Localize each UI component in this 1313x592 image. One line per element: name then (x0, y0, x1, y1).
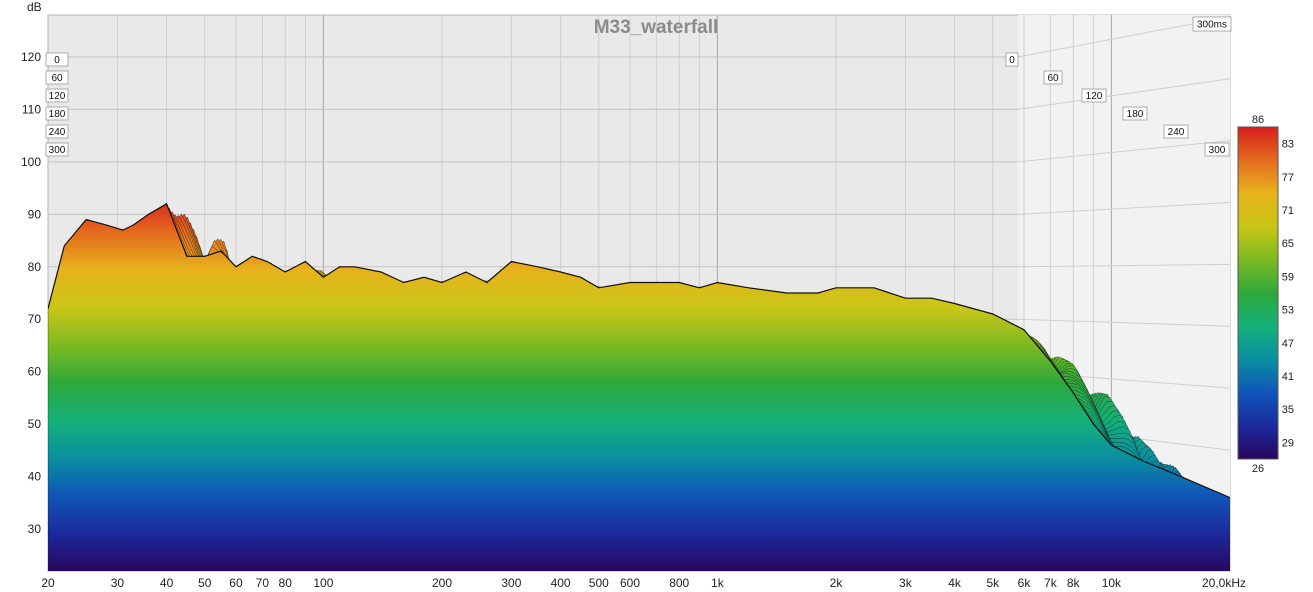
x-tick-label: 1k (711, 576, 725, 590)
y-tick-label: 80 (28, 260, 42, 274)
x-tick-label: 8k (1067, 576, 1081, 590)
colorbar-tick-label: 71 (1282, 205, 1294, 217)
time-tick-left: 0 (45, 52, 69, 67)
y-gridline-perspective (1017, 140, 1230, 163)
time-tick-right: 240 (1163, 124, 1189, 139)
y-tick-label: 90 (28, 207, 42, 221)
x-tick-label: 500 (589, 576, 609, 590)
colorbar-tick-label: 83 (1282, 139, 1294, 151)
time-tick-right: 300 (1204, 142, 1230, 157)
svg-text:60: 60 (51, 73, 63, 84)
svg-text:120: 120 (49, 91, 66, 102)
colorbar-tick-label: 65 (1282, 238, 1294, 250)
x-tick-label: 800 (669, 576, 689, 590)
x-tick-label: 30 (111, 576, 125, 590)
svg-text:240: 240 (49, 127, 66, 138)
x-tick-label: 20,0kHz (1202, 576, 1246, 590)
x-tick-label: 3k (899, 576, 913, 590)
time-tick-right: 180 (1122, 106, 1148, 121)
y-axis-label: dB (27, 0, 42, 14)
y-gridline-perspective (1017, 318, 1230, 327)
time-tick-left: 300 (45, 142, 69, 157)
colorbar-min-label: 26 (1252, 463, 1264, 475)
colorbar-tick-label: 77 (1282, 172, 1294, 184)
y-tick-label: 30 (28, 522, 42, 536)
y-tick-label: 110 (22, 102, 41, 116)
x-tick-label: 300 (501, 576, 521, 590)
colorbar-max-label: 86 (1252, 114, 1264, 126)
time-tick-left: 120 (45, 88, 69, 103)
time-tick-right: 60 (1043, 70, 1063, 85)
time-span-label-text: 300ms (1197, 20, 1227, 31)
y-tick-label: 40 (28, 470, 42, 484)
x-tick-label: 100 (313, 576, 333, 590)
time-tick-right: 0 (1005, 52, 1019, 67)
svg-text:60: 60 (1047, 73, 1059, 84)
time-tick-left: 60 (45, 70, 69, 85)
x-tick-label: 10k (1102, 576, 1122, 590)
x-tick-label: 5k (986, 576, 1000, 590)
time-span-label: 300ms (1192, 16, 1232, 32)
y-gridline-perspective (1017, 201, 1230, 215)
x-tick-label: 4k (948, 576, 962, 590)
svg-text:240: 240 (1168, 127, 1185, 138)
colorbar (1237, 126, 1279, 460)
y-gridline-perspective (1017, 78, 1230, 110)
x-tick-label: 400 (551, 576, 571, 590)
svg-text:300: 300 (1209, 145, 1226, 156)
colorbar-tick-label: 47 (1282, 338, 1294, 350)
y-tick-label: 120 (21, 50, 41, 64)
colorbar-tick-label: 35 (1282, 404, 1294, 416)
x-tick-label: 70 (256, 576, 270, 590)
y-gridline-perspective (1017, 263, 1230, 268)
y-tick-label: 50 (28, 417, 42, 431)
y-tick-label: 100 (21, 155, 41, 169)
svg-text:180: 180 (1127, 109, 1144, 120)
front-slice-line (48, 202, 1230, 499)
svg-text:0: 0 (54, 55, 60, 66)
time-tick-right: 120 (1081, 88, 1107, 103)
y-tick-label: 70 (28, 312, 42, 326)
colorbar-tick-label: 29 (1282, 437, 1294, 449)
x-tick-label: 7k (1044, 576, 1058, 590)
x-tick-label: 40 (160, 576, 174, 590)
x-tick-label: 6k (1018, 576, 1032, 590)
x-tick-label: 20 (41, 576, 55, 590)
colorbar-tick-label: 41 (1282, 371, 1294, 383)
svg-text:180: 180 (49, 109, 66, 120)
svg-text:120: 120 (1086, 91, 1103, 102)
x-tick-label: 50 (198, 576, 212, 590)
y-tick-label: 60 (28, 365, 42, 379)
x-tick-label: 2k (830, 576, 844, 590)
time-tick-left: 180 (45, 106, 69, 121)
chart-title: M33_waterfall (594, 17, 719, 38)
x-tick-label: 600 (620, 576, 640, 590)
colorbar-tick-label: 59 (1282, 271, 1294, 283)
svg-text:0: 0 (1009, 55, 1015, 66)
time-tick-left: 240 (45, 124, 69, 139)
colorbar-tick-label: 53 (1282, 305, 1294, 317)
x-tick-label: 60 (229, 576, 243, 590)
x-tick-label: 80 (279, 576, 293, 590)
x-tick-label: 200 (432, 576, 452, 590)
svg-text:300: 300 (49, 145, 66, 156)
